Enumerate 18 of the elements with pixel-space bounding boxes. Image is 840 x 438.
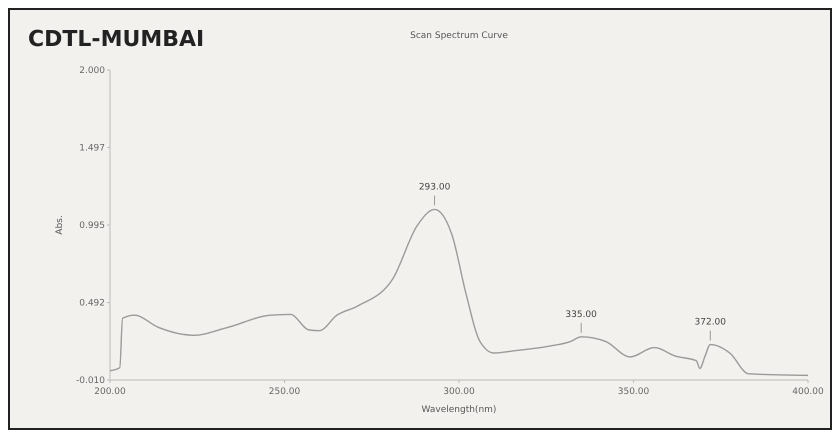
x-axis-title: Wavelength(nm) xyxy=(422,405,496,415)
chart-title: CDTL-MUMBAI xyxy=(28,27,204,52)
y-tick-label: 1.497 xyxy=(79,144,105,154)
x-tick-label: 350.00 xyxy=(618,387,650,397)
x-tick-label: 300.00 xyxy=(443,387,476,397)
y-tick-label: 0.492 xyxy=(79,298,105,309)
annotation: 335.00 xyxy=(565,310,598,320)
chart-subtitle: Scan Spectrum Curve xyxy=(410,31,508,41)
annotation: 293.00 xyxy=(418,182,451,192)
y-tick-label: 2.000 xyxy=(79,66,106,76)
annotation: 372.00 xyxy=(694,318,726,328)
y-tick-label: 0.995 xyxy=(79,221,105,232)
x-tick-label: 250.00 xyxy=(268,387,301,397)
y-tick-label: -0.010 xyxy=(76,376,106,386)
y-axis-title: Abs. xyxy=(55,215,65,235)
x-tick-label: 200.00 xyxy=(94,387,126,397)
line-series xyxy=(109,208,809,376)
x-tick-label: 400.00 xyxy=(792,387,824,397)
